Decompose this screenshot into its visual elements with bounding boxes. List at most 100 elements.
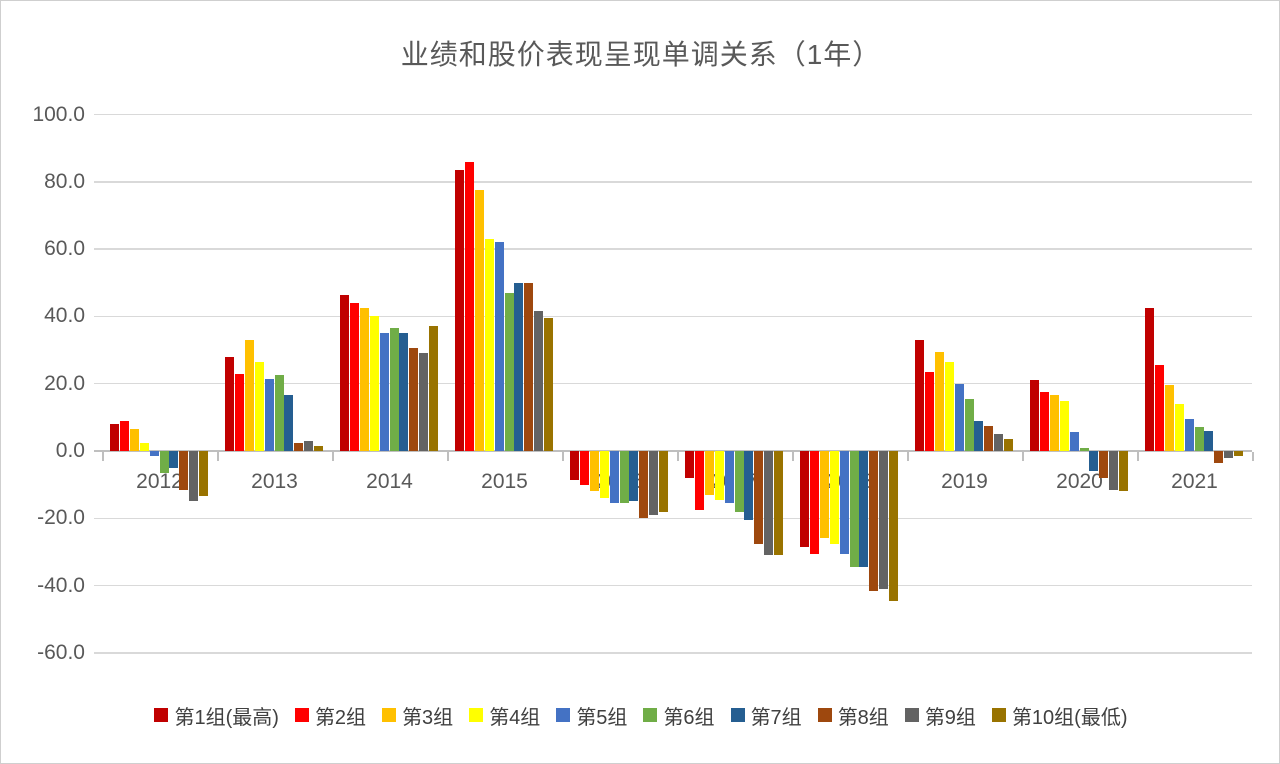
legend-item: 第1组(最高) (154, 701, 279, 730)
legend-label: 第4组 (489, 706, 541, 729)
bar-第4组-2013 (254, 361, 264, 451)
legend-item: 第8组 (817, 701, 889, 730)
legend-item: 第3组 (382, 701, 453, 730)
x-axis-tick (1137, 452, 1139, 461)
y-axis-tick-label: -20.0 (37, 506, 85, 530)
x-axis-tick (447, 452, 449, 461)
bar-第8组-2017 (754, 451, 764, 544)
bar-第4组-2018 (829, 451, 839, 544)
bar-第9组-2018 (879, 451, 889, 589)
y-axis-tick-label: 100.0 (32, 102, 85, 126)
bar-第3组-2016 (589, 451, 599, 492)
bar-第6组-2015 (504, 292, 514, 451)
bar-第1组(最高)-2017 (685, 451, 694, 478)
bar-第7组-2013 (284, 395, 294, 451)
bar-第9组-2013 (304, 440, 314, 451)
bar-第1组(最高)-2014 (340, 294, 349, 451)
bar-第9组-2016 (649, 451, 659, 515)
bar-第5组-2019 (954, 383, 964, 451)
bar-第10组(最低)-2012 (199, 451, 209, 497)
gridline (94, 181, 1252, 183)
bar-第8组-2015 (524, 282, 534, 451)
bar-第5组-2014 (379, 333, 389, 451)
bar-第10组(最低)-2015 (544, 318, 554, 451)
bar-第8组-2019 (984, 425, 994, 451)
bar-第5组-2021 (1184, 419, 1194, 451)
bar-第1组(最高)-2016 (570, 451, 579, 480)
legend-swatch-icon (294, 708, 309, 722)
legend-item: 第10组(最低) (991, 701, 1128, 730)
bar-第6组-2019 (964, 398, 974, 451)
x-axis-tick (102, 452, 104, 461)
bar-第10组(最低)-2016 (659, 451, 669, 512)
bar-第3组-2013 (244, 339, 254, 451)
bar-第8组-2013 (294, 442, 304, 451)
bar-第1组(最高)-2019 (915, 339, 924, 451)
bar-第7组-2020 (1089, 451, 1099, 472)
bar-第9组-2017 (764, 451, 774, 556)
x-axis-label: 2019 (941, 470, 988, 493)
legend-label: 第9组 (924, 706, 976, 729)
bar-第6组-2018 (849, 451, 859, 568)
bar-第9组-2014 (419, 353, 429, 451)
bar-第10组(最低)-2013 (314, 445, 324, 451)
bar-第3组-2018 (819, 451, 829, 539)
bar-第5组-2018 (839, 451, 849, 554)
bar-第9组-2012 (189, 451, 199, 502)
bar-第4组-2012 (139, 442, 149, 451)
bar-第8组-2014 (409, 348, 419, 451)
y-axis-tick-label: 60.0 (44, 237, 85, 261)
bar-第2组-2016 (579, 451, 589, 485)
legend-label: 第3组 (402, 706, 454, 729)
gridline (94, 584, 1252, 587)
legend-swatch-icon (817, 708, 832, 722)
legend-item: 第4组 (469, 701, 540, 730)
legend-item: 第7组 (730, 701, 802, 730)
x-axis-tick (677, 452, 679, 461)
bar-第5组-2013 (264, 378, 274, 451)
x-axis-label: 2015 (481, 470, 528, 493)
x-axis-tick (332, 452, 334, 461)
bar-第5组-2016 (609, 451, 619, 504)
legend-swatch-icon (556, 708, 571, 722)
bar-第10组(最低)-2019 (1004, 439, 1014, 451)
bar-第5组-2012 (149, 451, 159, 457)
bar-第9组-2021 (1224, 451, 1234, 458)
gridline (94, 652, 1252, 654)
bar-第4组-2017 (714, 451, 724, 500)
gridline (94, 382, 1252, 385)
x-axis-label: 2021 (1171, 470, 1218, 493)
bar-第7组-2019 (974, 420, 984, 451)
y-axis-tick-label: -40.0 (37, 573, 85, 597)
x-axis-label: 2014 (366, 470, 413, 493)
bar-第5组-2020 (1069, 432, 1079, 451)
bar-第10组(最低)-2020 (1119, 451, 1129, 492)
bar-第3组-2020 (1049, 395, 1059, 451)
y-axis-tick-label: 40.0 (44, 304, 85, 328)
legend-swatch-icon (730, 708, 745, 722)
legend: 第1组(最高) 第2组 第3组 第4组 第5组 第6组 第7组 第8组 第9组 第10组(最低) (1, 699, 1279, 731)
x-axis-label: 2020 (1056, 470, 1103, 493)
bar-第3组-2015 (474, 190, 484, 451)
y-axis-tick-label: 20.0 (44, 371, 85, 395)
bar-第7组-2021 (1204, 430, 1214, 451)
legend-label: 第2组 (314, 706, 367, 729)
bar-第3组-2021 (1164, 385, 1174, 451)
x-axis-tick (907, 452, 909, 461)
bar-第7组-2014 (399, 333, 409, 451)
bar-第4组-2020 (1059, 400, 1069, 451)
bar-第4组-2021 (1174, 403, 1184, 451)
gridline (94, 113, 1252, 116)
bar-第2组-2013 (234, 373, 244, 451)
legend-swatch-icon (469, 708, 484, 722)
legend-swatch-icon (154, 708, 169, 722)
legend-label: 第1组(最高) (174, 706, 279, 729)
gridline (94, 517, 1252, 520)
x-axis-tick (1022, 452, 1024, 461)
bar-第10组(最低)-2018 (889, 451, 899, 601)
bar-第8组-2018 (869, 451, 879, 591)
bar-第7组-2012 (169, 451, 179, 468)
bar-第2组-2018 (809, 451, 819, 554)
bar-第4组-2019 (944, 361, 954, 451)
